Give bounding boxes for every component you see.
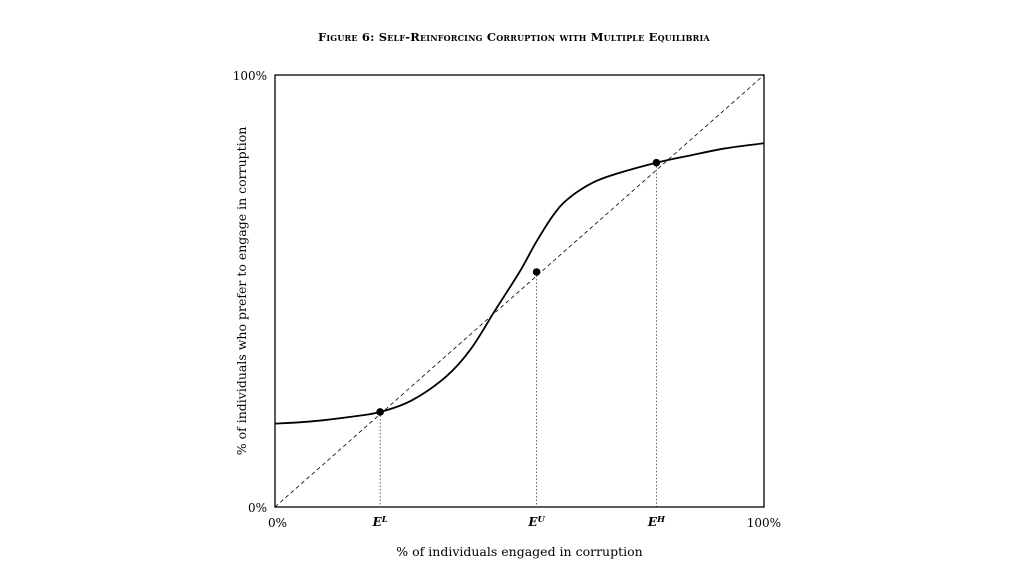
y-axis-label: % of individuals who prefer to engage in… [234,127,249,456]
equilibrium-label: EL [372,515,388,529]
equilibrium-superscript: L [381,515,388,525]
equilibrium-label: EH [647,515,666,529]
chart-title: Figure 6: Self-Reinforcing Corruption wi… [318,30,710,44]
plot-frame [274,74,765,508]
equilibrium-superscript: U [537,515,545,525]
equilibrium-labels: EL EU EH [372,515,666,529]
x-tick-label: 100% [747,516,781,530]
diagonal-line [274,74,765,508]
tick-labels: 0% 100% 0% 100% [233,69,781,530]
x-axis-label: % of individuals engaged in corruption [396,544,642,559]
equilibrium-points [376,158,661,416]
y-tick-label: 100% [233,69,267,83]
guide-lines [379,162,657,507]
equilibrium-point [532,268,541,276]
y-tick-label: 0% [248,501,267,515]
equilibrium-point [652,158,661,167]
equilibrium-point [376,408,384,416]
equilibrium-label: EU [527,515,545,529]
x-tick-label: 0% [268,516,287,530]
equilibrium-superscript: H [656,515,666,525]
preference-curve [274,142,765,425]
